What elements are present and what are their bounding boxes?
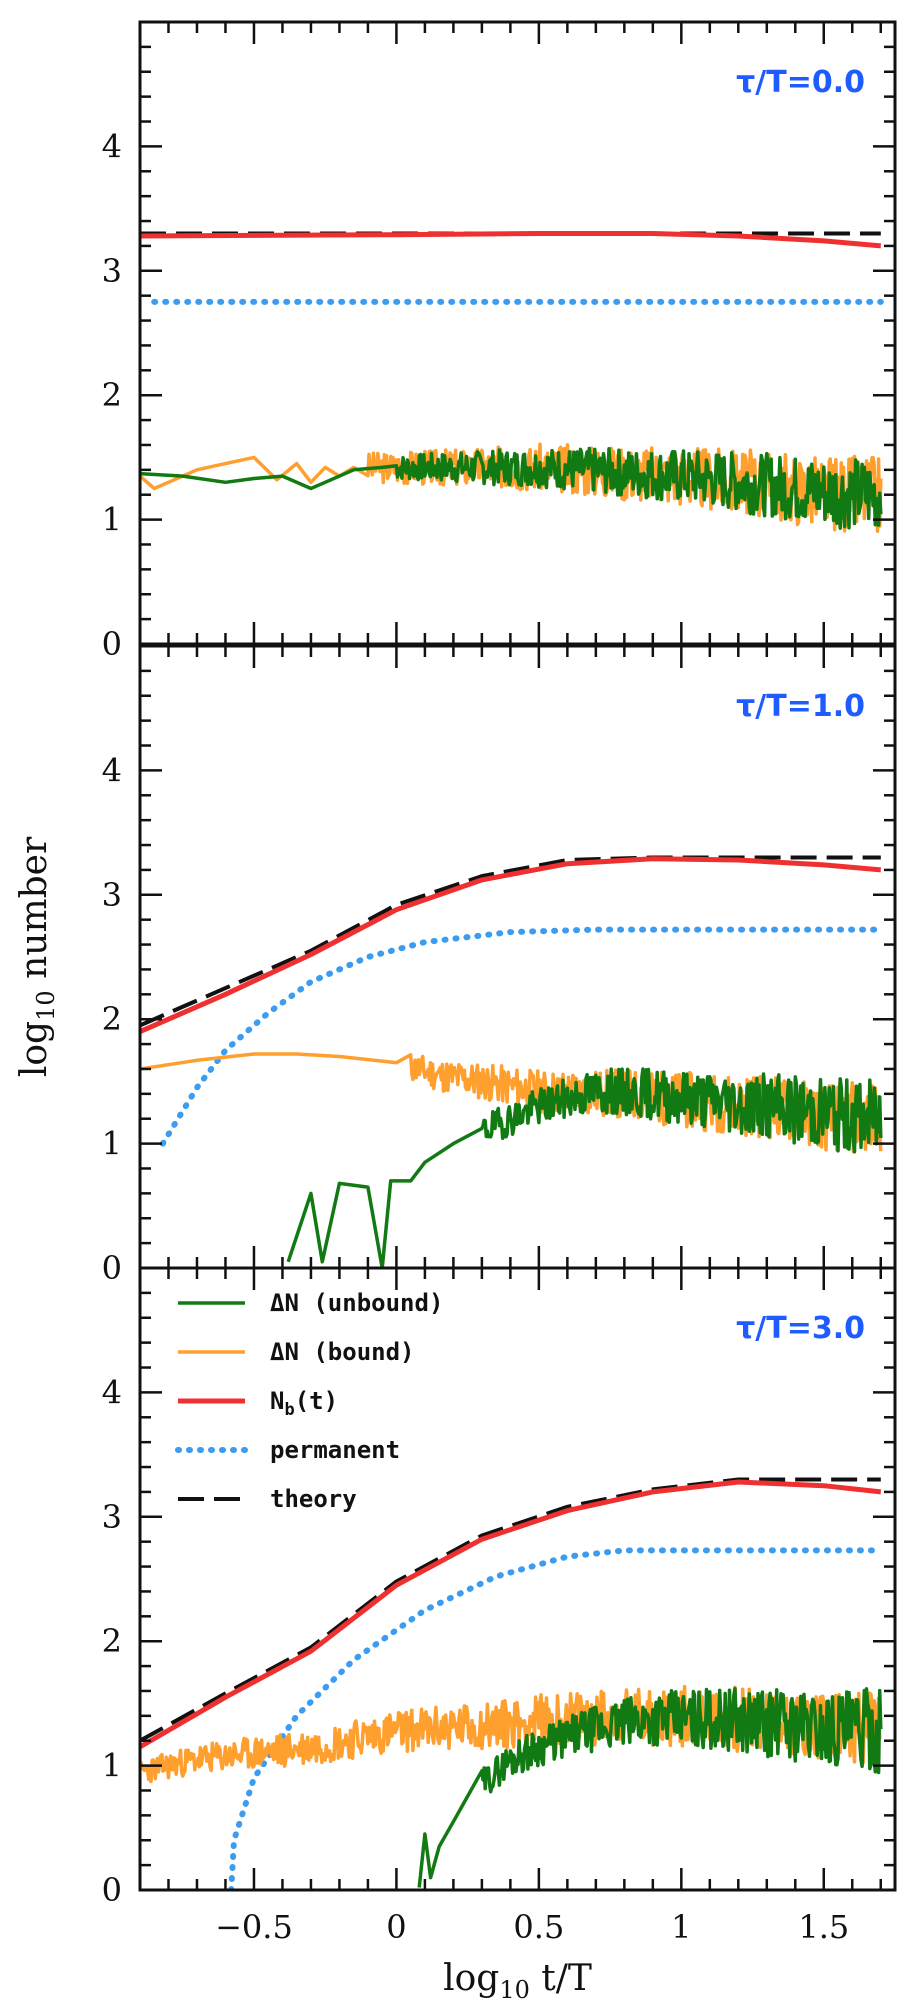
panel-2-label: τ/T=3.0 (736, 1311, 865, 1346)
y-tick-label: 1 (102, 501, 122, 539)
legend-label-permanent: permanent (270, 1436, 400, 1464)
series-unbound-panel-0 (140, 446, 883, 530)
legend-label-bound: ΔN (bound) (270, 1338, 415, 1366)
x-tick-label: 0 (386, 1908, 406, 1946)
y-tick-label: 0 (102, 1249, 122, 1287)
panel-1-frame (138, 644, 897, 1270)
panel-1-series (140, 855, 884, 1268)
y-tick-label: 0 (102, 625, 122, 663)
series-bound-panel-0 (140, 442, 883, 533)
y-tick-label: 2 (102, 1622, 122, 1660)
legend-label-theory: theory (270, 1485, 357, 1513)
panel-2-frame (138, 1266, 897, 1892)
panel-1-label: τ/T=1.0 (736, 689, 865, 724)
x-axis-title: log10 t/T (443, 1958, 592, 2004)
panel-0: 0 1 2 3 4 τ/T=0.0 (102, 20, 897, 663)
y-tick-label: 4 (102, 1373, 122, 1411)
series-nb-panel-0 (140, 231, 882, 249)
y-tick-label: 3 (102, 252, 122, 290)
panels: 0 1 2 3 4 τ/T=0.0 0 1 2 3 4 τ/T=1.0 0 1 2 3 4 τ/T=3.0 (102, 20, 897, 1909)
series-unbound-panel-2 (417, 1686, 883, 1888)
series-unbound-panel-1 (286, 1067, 883, 1268)
panel-0-series (140, 231, 884, 533)
series-nb-panel-1 (140, 856, 882, 1034)
series-nb-panel-2 (140, 1479, 882, 1750)
panel-0-frame (138, 20, 897, 646)
x-tick-label: 1 (671, 1908, 691, 1946)
legend: ΔN (unbound) ΔN (bound) Nb(t) permanent theo… (175, 1289, 443, 1513)
legend-label-nb: Nb(t) (270, 1387, 338, 1420)
x-tick-label: 1.5 (798, 1908, 849, 1946)
y-tick-label: 0 (102, 1871, 122, 1909)
series-theory-panel-1 (140, 855, 881, 1028)
panel-1: 0 1 2 3 4 τ/T=1.0 (102, 644, 897, 1287)
y-tick-label: 3 (102, 1498, 122, 1536)
y-tick-label: 4 (102, 127, 122, 165)
y-tick-label: 1 (102, 1747, 122, 1785)
x-tick-label: 0.5 (513, 1908, 564, 1946)
panel-0-label: τ/T=0.0 (736, 65, 865, 100)
y-tick-label: 1 (102, 1125, 122, 1163)
legend-label-unbound: ΔN (unbound) (270, 1289, 443, 1317)
y-tick-label: 4 (102, 751, 122, 789)
series-permanent-panel-1 (159, 926, 884, 1147)
panel-2-series (140, 1477, 884, 1890)
x-tick-label: −0.5 (215, 1908, 293, 1946)
series-permanent-panel-2 (228, 1547, 884, 1890)
y-tick-label: 3 (102, 876, 122, 914)
y-axis-title: log10 number (14, 836, 60, 1077)
y-tick-label: 2 (102, 1000, 122, 1038)
y-tick-label: 2 (102, 376, 122, 414)
panel-2: 0 1 2 3 4 τ/T=3.0 (102, 1266, 897, 1909)
x-axis-tick-labels: −0.5 0 0.5 1 1.5 (215, 1908, 849, 1946)
